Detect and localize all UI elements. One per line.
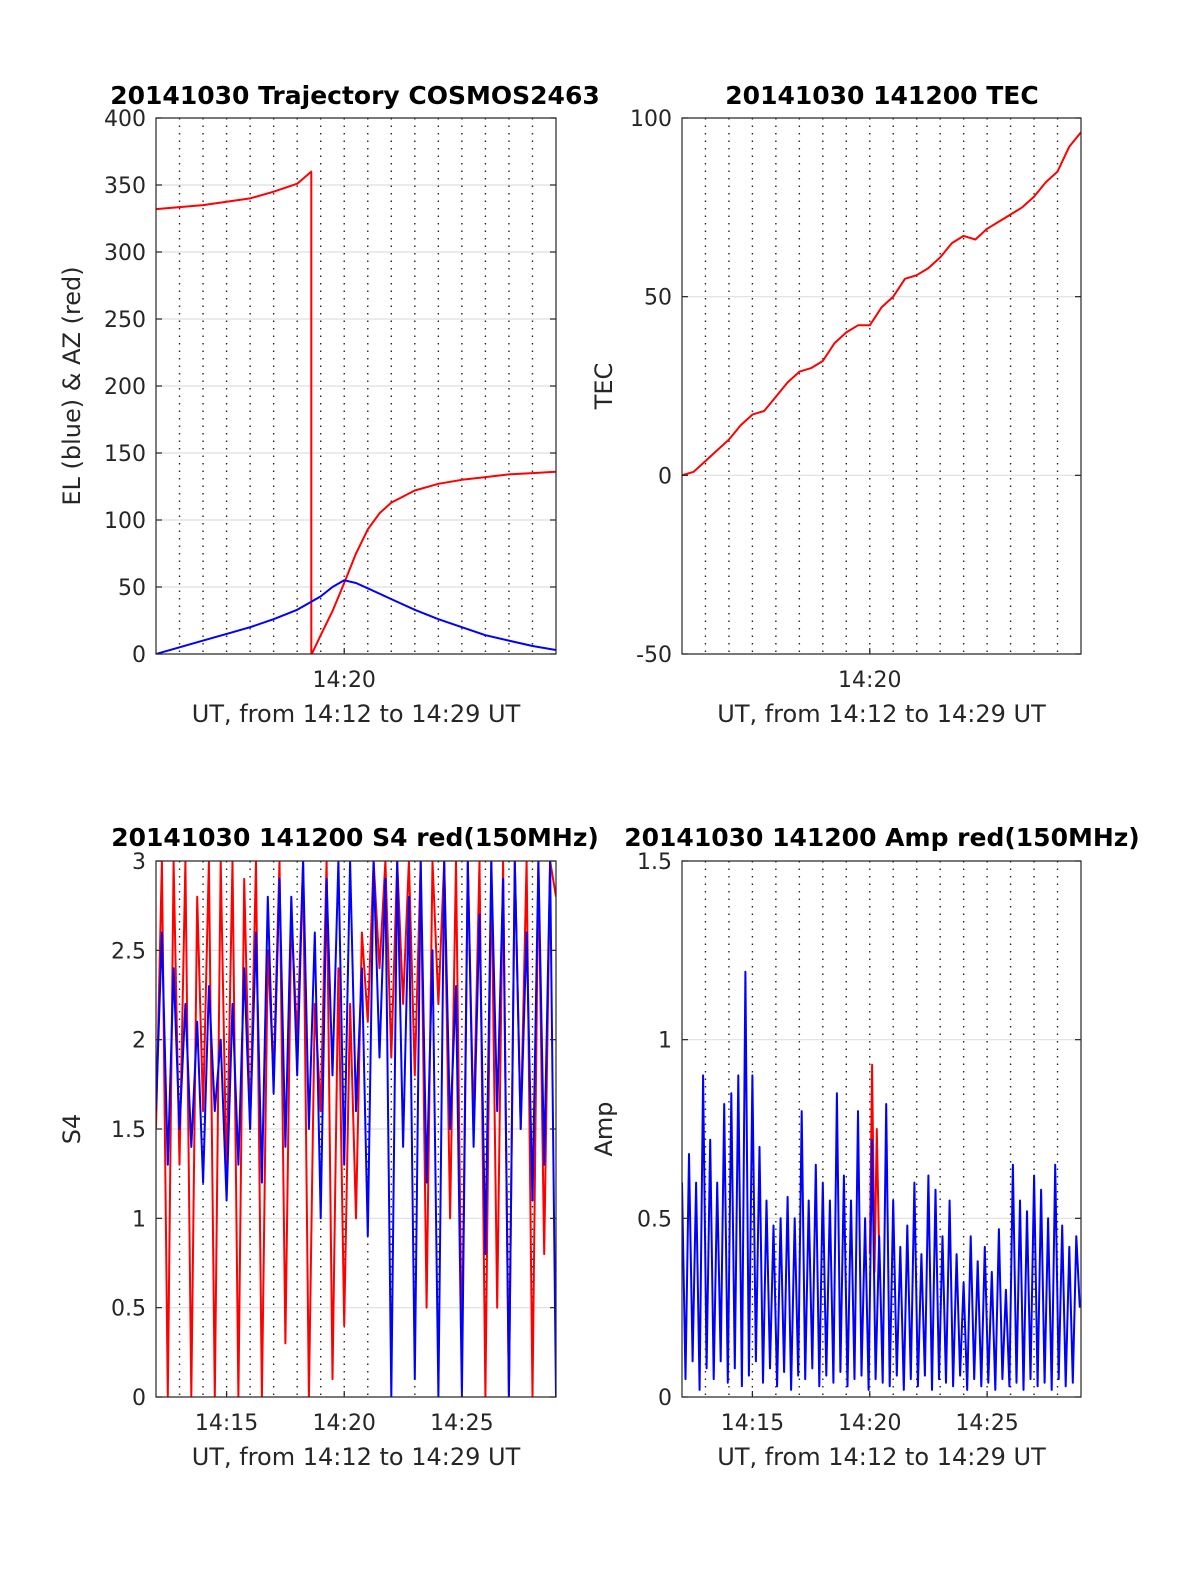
amp-ytick-label: 1 — [658, 1029, 672, 1054]
s4-ytick-label: 3 — [132, 850, 146, 875]
trajectory-ytick-label: 250 — [104, 308, 146, 333]
s4-ytick-label: 1 — [132, 1207, 146, 1232]
amp-panel: 0 0.5 1 1.5 14:15 14:20 14:25 20141030 141200 A… — [590, 823, 1140, 1471]
tec-title: 20141030 141200 TEC — [725, 81, 1038, 110]
trajectory-ytick-label: 0 — [132, 643, 146, 668]
s4-series-1 — [156, 861, 556, 1397]
trajectory-panel: 0 50 100 150 200 250 300 350 400 14:20 20141030 Tr… — [58, 81, 600, 728]
s4-xlabel: UT, from 14:12 to 14:29 UT — [192, 1443, 521, 1471]
s4-title: 20141030 141200 S4 red(150MHz) — [111, 823, 599, 852]
trajectory-series-1 — [156, 579, 556, 654]
trajectory-ylabel: EL (blue) & AZ (red) — [58, 266, 86, 505]
tec-ytick-label: 0 — [658, 464, 672, 489]
amp-title: 20141030 141200 Amp red(150MHz) — [624, 823, 1140, 852]
trajectory-ytick-label: 200 — [104, 375, 146, 400]
tec-axes-frame — [681, 117, 1082, 655]
s4-xtick-label: 14:25 — [430, 1411, 493, 1436]
trajectory-ytick-label: 400 — [104, 107, 146, 132]
tec-ylabel: TEC — [590, 363, 618, 411]
tec-ytick-label: -50 — [636, 643, 672, 668]
trajectory-ytick-label: 300 — [104, 241, 146, 266]
trajectory-title: 20141030 Trajectory COSMOS2463 — [110, 81, 600, 110]
tec-series-0 — [682, 131, 1081, 477]
s4-ytick-label: 2 — [132, 1029, 146, 1054]
amp-axes-frame — [681, 860, 1082, 1398]
trajectory-ytick-label: 150 — [104, 442, 146, 467]
tec-ytick-label: 50 — [644, 286, 672, 311]
amp-xtick-label: 14:20 — [838, 1411, 901, 1436]
trajectory-ytick-label: 100 — [104, 509, 146, 534]
trajectory-series-0 — [156, 170, 556, 654]
amp-series-1 — [682, 970, 1081, 1391]
amp-ytick-label: 1.5 — [637, 850, 672, 875]
s4-xtick-label: 14:20 — [313, 1411, 376, 1436]
trajectory-ytick-label: 350 — [104, 174, 146, 199]
amp-xtick-label: 14:25 — [955, 1411, 1018, 1436]
s4-ytick-label: 1.5 — [111, 1118, 146, 1143]
s4-ytick-label: 0.5 — [111, 1297, 146, 1322]
amp-xtick-label: 14:15 — [721, 1411, 784, 1436]
s4-xtick-label: 14:15 — [195, 1411, 258, 1436]
trajectory-xtick-label: 14:20 — [313, 668, 376, 693]
trajectory-ytick-label: 50 — [118, 576, 146, 601]
s4-panel: 0 0.5 1 1.5 2 2.5 3 14:15 14:20 14:25 20141030 141… — [58, 823, 599, 1471]
amp-ylabel: Amp — [590, 1101, 618, 1156]
tec-xtick-label: 14:20 — [838, 668, 901, 693]
s4-ytick-label: 2.5 — [111, 939, 146, 964]
tec-panel: -50 0 50 100 14:20 20141030 141200 TEC UT, fro… — [590, 81, 1082, 728]
amp-ytick-label: 0 — [658, 1386, 672, 1411]
tec-ytick-label: 100 — [630, 107, 672, 132]
amp-ytick-label: 0.5 — [637, 1207, 672, 1232]
s4-ylabel: S4 — [58, 1114, 86, 1145]
trajectory-xlabel: UT, from 14:12 to 14:29 UT — [192, 700, 521, 728]
amp-xlabel: UT, from 14:12 to 14:29 UT — [717, 1443, 1046, 1471]
tec-xlabel: UT, from 14:12 to 14:29 UT — [717, 700, 1046, 728]
s4-ytick-label: 0 — [132, 1386, 146, 1411]
